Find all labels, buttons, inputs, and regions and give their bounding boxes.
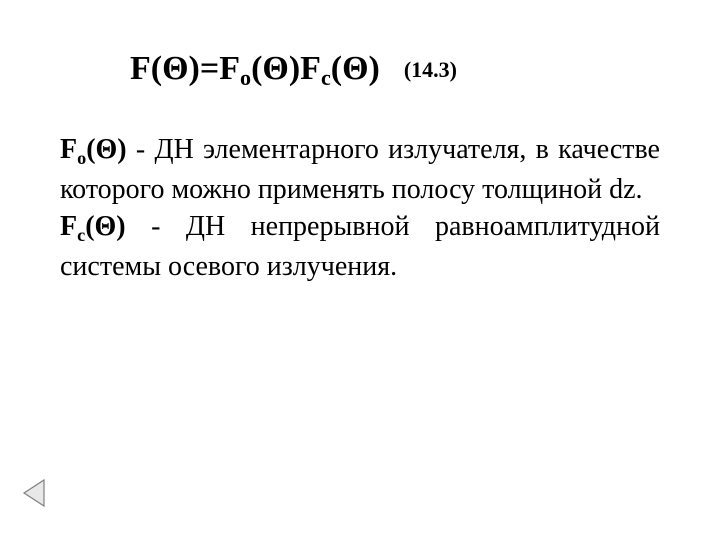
formula-fc-base: F (300, 50, 321, 87)
p1-lead: Fo(Θ) (60, 134, 127, 165)
p2-lead-arg: (Θ) (85, 211, 125, 242)
formula-fo-base: F (219, 50, 240, 87)
paragraph-1: Fo(Θ) - ДН элементарного излучателя, в к… (60, 131, 660, 208)
formula-fo-sub: o (240, 65, 251, 90)
formula-fc-sub: c (321, 65, 331, 90)
p1-text: - ДН элементарного излучателя, в качеств… (60, 134, 660, 205)
formula-lhs: F(Θ)= (130, 50, 219, 87)
formula-fc-arg: (Θ) (331, 50, 380, 87)
slide: F(Θ)=Fo(Θ)Fc(Θ)(14.3) Fo(Θ) - ДН элемент… (0, 0, 720, 540)
p1-lead-base: F (60, 134, 77, 165)
body-text: Fo(Θ) - ДН элементарного излучателя, в к… (60, 131, 660, 286)
p2-lead-sub: c (77, 225, 85, 245)
p2-lead: Fc(Θ) (60, 211, 126, 242)
arrow-left-icon (18, 476, 52, 510)
paragraph-2: Fc(Θ) - ДН непрерывной равноамплитудной … (60, 208, 660, 285)
p1-lead-sub: o (77, 148, 86, 168)
equation-number: (14.3) (404, 57, 457, 82)
p2-lead-base: F (60, 211, 77, 242)
p1-lead-arg: (Θ) (86, 134, 126, 165)
back-button[interactable] (18, 476, 52, 510)
formula-line: F(Θ)=Fo(Θ)Fc(Θ)(14.3) (130, 50, 660, 91)
p2-text: - ДН непрерывной равноамплитудной систем… (60, 211, 660, 282)
formula-fo-arg: (Θ) (251, 50, 300, 87)
